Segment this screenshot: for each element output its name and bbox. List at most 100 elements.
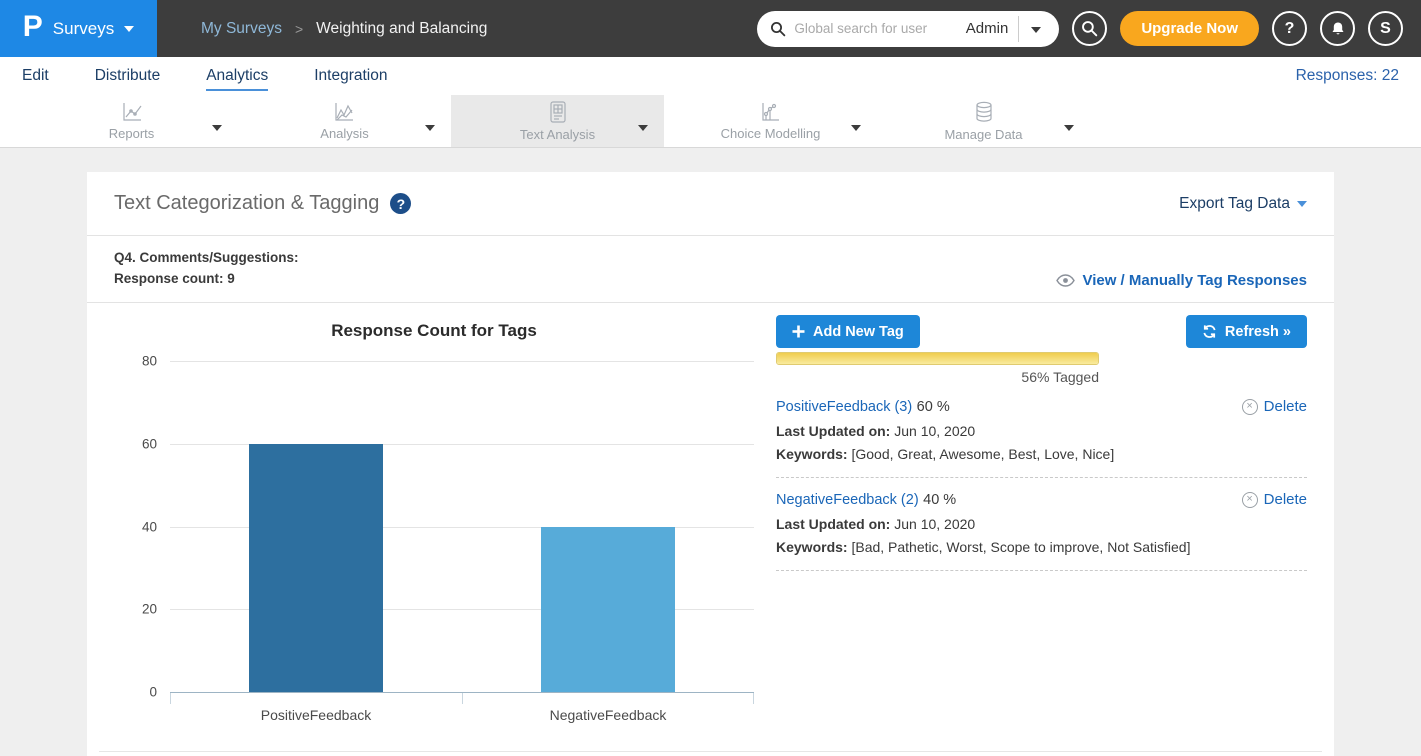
tab-reports[interactable]: Reports xyxy=(25,95,238,147)
app-logo[interactable]: P Surveys xyxy=(0,0,157,57)
top-header: P Surveys My Surveys > Weighting and Bal… xyxy=(0,0,1421,57)
card-header: Text Categorization & Tagging ? Export T… xyxy=(87,172,1334,236)
chevron-down-icon[interactable] xyxy=(425,118,435,136)
tag-updated-value: Jun 10, 2020 xyxy=(894,516,975,532)
refresh-label: Refresh » xyxy=(1225,324,1291,340)
tag-updated-label: Last Updated on: xyxy=(776,516,890,532)
x-axis-tick xyxy=(170,693,462,704)
database-icon xyxy=(972,100,996,124)
nav-item-distribute[interactable]: Distribute xyxy=(95,61,160,91)
delete-tag-button[interactable]: × Delete xyxy=(1242,491,1307,508)
analytics-tabstrip: Reports Analysis Text Analysis C xyxy=(0,95,1421,148)
nav-item-integration[interactable]: Integration xyxy=(314,61,387,91)
add-new-tag-label: Add New Tag xyxy=(813,324,904,340)
tagged-percent-label: 56% Tagged xyxy=(776,369,1099,385)
search-icon xyxy=(1081,20,1098,37)
page-body: Text Categorization & Tagging ? Export T… xyxy=(0,148,1421,756)
breadcrumb-my-surveys[interactable]: My Surveys xyxy=(201,20,282,38)
text-analysis-icon xyxy=(548,100,568,124)
tab-label: Text Analysis xyxy=(520,127,595,142)
tab-label: Analysis xyxy=(320,126,368,141)
line-chart-icon xyxy=(120,101,144,123)
view-manually-tag-link[interactable]: View / Manually Tag Responses xyxy=(1056,272,1307,289)
tab-label: Manage Data xyxy=(944,127,1022,142)
tag-keywords-value: [Bad, Pathetic, Worst, Scope to improve,… xyxy=(851,539,1190,555)
bar-NegativeFeedback[interactable] xyxy=(541,527,675,693)
tab-manage-data[interactable]: Manage Data xyxy=(877,95,1090,147)
breadcrumb-current-survey: Weighting and Balancing xyxy=(316,20,487,38)
tab-text-analysis[interactable]: Text Analysis xyxy=(451,95,664,147)
help-icon[interactable]: ? xyxy=(390,193,411,214)
y-axis-tick-label: 20 xyxy=(142,602,157,617)
search-icon xyxy=(770,21,786,37)
nav-item-edit[interactable]: Edit xyxy=(22,61,49,91)
add-new-tag-button[interactable]: Add New Tag xyxy=(776,315,920,348)
nav-item-analytics[interactable]: Analytics xyxy=(206,61,268,91)
export-tag-data-dropdown[interactable]: Export Tag Data xyxy=(1179,195,1307,213)
responses-count: Responses: 22 xyxy=(1296,67,1399,85)
tag-item: PositiveFeedback (3) 60 % Last Updated o… xyxy=(776,398,1307,462)
content-row: Response Count for Tags 0 20 40 60 80 Positi… xyxy=(87,303,1334,723)
global-search-box[interactable]: Admin xyxy=(757,11,1059,47)
tag-name-link[interactable]: PositiveFeedback (3) xyxy=(776,399,912,415)
bell-icon xyxy=(1330,21,1346,37)
view-manually-tag-label: View / Manually Tag Responses xyxy=(1082,272,1307,289)
delete-label: Delete xyxy=(1264,491,1307,508)
refresh-button[interactable]: Refresh » xyxy=(1186,315,1307,348)
delete-tag-button[interactable]: × Delete xyxy=(1242,398,1307,415)
chevron-down-icon[interactable] xyxy=(1064,118,1074,136)
y-axis-tick-label: 80 xyxy=(142,354,157,369)
notifications-button[interactable] xyxy=(1320,11,1355,46)
chart-x-labels: PositiveFeedbackNegativeFeedback xyxy=(170,704,754,723)
circled-x-icon: × xyxy=(1242,399,1258,415)
tag-chart: Response Count for Tags 0 20 40 60 80 Positi… xyxy=(114,315,754,723)
divider xyxy=(776,570,1307,571)
delete-label: Delete xyxy=(1264,398,1307,415)
header-search-button[interactable] xyxy=(1072,11,1107,46)
circled-x-icon: × xyxy=(1242,492,1258,508)
x-axis-tick xyxy=(462,693,755,704)
tag-keywords-value: [Good, Great, Awesome, Best, Love, Nice] xyxy=(851,446,1114,462)
gridline xyxy=(170,361,754,362)
chart-title: Response Count for Tags xyxy=(114,321,754,341)
chevron-down-icon[interactable] xyxy=(851,118,861,136)
tag-item: NegativeFeedback (2) 40 % Last Updated o… xyxy=(776,491,1307,555)
tab-label: Choice Modelling xyxy=(721,126,821,141)
divider xyxy=(776,477,1307,478)
survey-nav: Edit Distribute Analytics Integration Re… xyxy=(0,57,1421,95)
page-title: Text Categorization & Tagging xyxy=(114,192,379,215)
plus-icon xyxy=(792,325,805,338)
chevron-down-icon[interactable] xyxy=(212,118,222,136)
tab-analysis[interactable]: Analysis xyxy=(238,95,451,147)
user-avatar[interactable]: S xyxy=(1368,11,1403,46)
bar-PositiveFeedback[interactable] xyxy=(249,444,383,692)
divider xyxy=(99,751,1322,752)
question-row: Q4. Comments/Suggestions: Response count… xyxy=(87,236,1334,303)
y-axis-tick-label: 0 xyxy=(149,685,157,700)
question-title: Q4. Comments/Suggestions: xyxy=(114,247,299,268)
chevron-down-icon[interactable] xyxy=(638,118,648,136)
tag-updated-value: Jun 10, 2020 xyxy=(894,423,975,439)
upgrade-now-button[interactable]: Upgrade Now xyxy=(1120,11,1259,46)
question-mark-icon: ? xyxy=(1285,20,1295,38)
tab-choice-modelling[interactable]: Choice Modelling xyxy=(664,95,877,147)
chevron-down-icon xyxy=(1031,27,1041,33)
x-axis-label: NegativeFeedback xyxy=(462,704,754,723)
help-button[interactable]: ? xyxy=(1272,11,1307,46)
chart-y-axis: 020406080 xyxy=(114,361,170,692)
global-search-input[interactable] xyxy=(794,21,961,36)
tab-label: Reports xyxy=(109,126,155,141)
tag-name-link[interactable]: NegativeFeedback (2) xyxy=(776,492,919,508)
search-scope-label: Admin xyxy=(962,20,1019,37)
search-scope-dropdown[interactable] xyxy=(1019,20,1049,38)
y-axis-tick-label: 40 xyxy=(142,519,157,534)
text-tagging-card: Text Categorization & Tagging ? Export T… xyxy=(87,172,1334,756)
chevron-down-icon xyxy=(1297,201,1307,207)
chevron-down-icon xyxy=(124,26,134,32)
tag-keywords-label: Keywords: xyxy=(776,539,848,555)
multi-line-chart-icon xyxy=(332,101,356,123)
logo-icon: P xyxy=(23,12,43,42)
y-axis-tick-label: 60 xyxy=(142,436,157,451)
refresh-icon xyxy=(1202,324,1217,339)
response-count: Response count: 9 xyxy=(114,268,299,289)
